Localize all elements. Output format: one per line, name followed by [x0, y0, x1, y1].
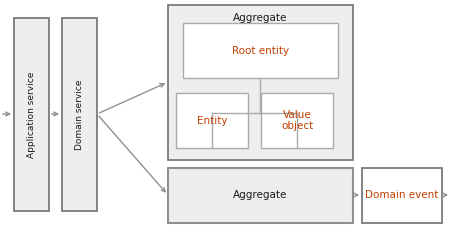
Text: Entity: Entity	[197, 115, 227, 125]
Bar	[183, 23, 338, 78]
Text: Aggregate: Aggregate	[233, 191, 288, 201]
Bar	[14, 18, 49, 211]
Bar	[176, 93, 248, 148]
Text: Domain service: Domain service	[75, 79, 84, 150]
Bar	[168, 168, 353, 223]
Bar	[261, 93, 333, 148]
Bar	[62, 18, 97, 211]
Text: Application service: Application service	[27, 71, 36, 158]
Bar	[362, 168, 442, 223]
Text: Root entity: Root entity	[232, 46, 289, 55]
Text: Value
object: Value object	[281, 110, 313, 131]
Text: Domain event: Domain event	[365, 191, 439, 201]
Bar	[168, 5, 353, 160]
Text: Aggregate: Aggregate	[233, 13, 288, 23]
